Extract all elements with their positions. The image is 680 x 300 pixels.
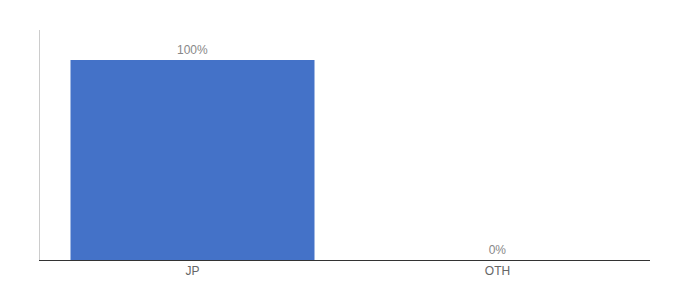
svg-text:100%: 100% — [177, 43, 208, 57]
svg-text:JP: JP — [185, 264, 199, 278]
svg-text:OTH: OTH — [485, 264, 510, 278]
svg-text:0%: 0% — [489, 243, 507, 257]
